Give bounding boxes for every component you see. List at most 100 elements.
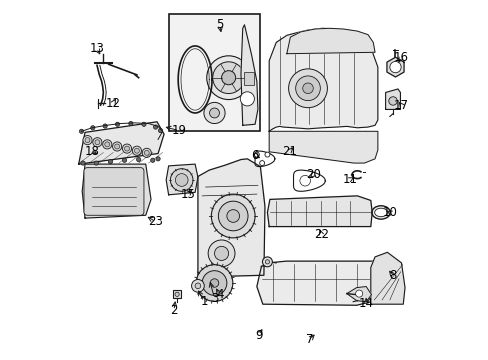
Circle shape	[170, 169, 193, 191]
Circle shape	[144, 150, 149, 155]
Text: 9: 9	[254, 329, 262, 342]
Circle shape	[226, 210, 239, 222]
Circle shape	[218, 201, 247, 231]
Circle shape	[112, 142, 122, 151]
Circle shape	[264, 152, 269, 157]
Circle shape	[93, 138, 102, 147]
Circle shape	[355, 290, 362, 297]
Polygon shape	[256, 261, 383, 305]
Circle shape	[214, 246, 228, 260]
Circle shape	[389, 62, 400, 73]
Circle shape	[209, 108, 219, 118]
Text: 20: 20	[305, 168, 320, 181]
Polygon shape	[385, 89, 400, 109]
Bar	[173, 291, 181, 298]
Polygon shape	[346, 287, 371, 302]
Text: 7: 7	[305, 333, 313, 346]
Circle shape	[150, 158, 155, 162]
Text: 5: 5	[216, 18, 223, 31]
Circle shape	[115, 122, 120, 126]
Text: 3: 3	[210, 292, 218, 305]
Circle shape	[81, 161, 85, 165]
Circle shape	[262, 257, 272, 267]
Text: 21: 21	[282, 145, 297, 158]
Text: 22: 22	[313, 228, 328, 241]
Text: 1: 1	[200, 295, 207, 308]
Circle shape	[122, 144, 131, 153]
Text: 19: 19	[171, 124, 186, 137]
Text: 10: 10	[382, 206, 396, 219]
Circle shape	[195, 283, 201, 289]
Polygon shape	[82, 164, 151, 218]
Circle shape	[102, 140, 112, 149]
Polygon shape	[79, 122, 164, 164]
Circle shape	[210, 279, 218, 287]
Circle shape	[254, 152, 259, 157]
Polygon shape	[286, 28, 374, 54]
Circle shape	[299, 175, 310, 186]
Circle shape	[191, 279, 204, 292]
Circle shape	[134, 148, 139, 153]
Polygon shape	[386, 57, 403, 77]
Circle shape	[175, 174, 188, 186]
Circle shape	[85, 138, 90, 143]
Text: 18: 18	[84, 145, 100, 158]
Polygon shape	[166, 164, 198, 195]
Circle shape	[208, 240, 235, 267]
Ellipse shape	[371, 206, 389, 219]
Bar	[244, 72, 253, 85]
Text: 6: 6	[251, 149, 258, 162]
Circle shape	[388, 97, 396, 105]
Text: 11: 11	[342, 173, 357, 186]
Circle shape	[90, 126, 95, 130]
Polygon shape	[241, 25, 257, 125]
Text: 4: 4	[216, 288, 223, 301]
Circle shape	[158, 129, 163, 133]
Circle shape	[156, 157, 160, 161]
Bar	[168, 14, 260, 131]
FancyBboxPatch shape	[84, 168, 143, 215]
Text: 14: 14	[358, 297, 373, 310]
Text: 13: 13	[89, 42, 104, 55]
Circle shape	[128, 121, 133, 126]
Circle shape	[288, 69, 327, 108]
Circle shape	[103, 124, 107, 128]
Circle shape	[206, 56, 250, 100]
Circle shape	[212, 62, 244, 94]
Text: 12: 12	[105, 96, 121, 109]
Circle shape	[79, 129, 83, 134]
Polygon shape	[267, 196, 371, 226]
Circle shape	[142, 122, 146, 126]
Polygon shape	[269, 28, 377, 131]
Circle shape	[95, 140, 100, 145]
Circle shape	[124, 146, 129, 151]
Circle shape	[265, 260, 269, 264]
Circle shape	[295, 76, 320, 100]
Circle shape	[211, 194, 255, 238]
Circle shape	[175, 292, 179, 296]
Circle shape	[83, 136, 92, 145]
Circle shape	[259, 161, 264, 166]
Polygon shape	[198, 159, 264, 277]
Circle shape	[142, 148, 151, 157]
Circle shape	[104, 142, 109, 147]
Circle shape	[108, 159, 112, 164]
Circle shape	[94, 161, 98, 165]
Ellipse shape	[374, 208, 386, 217]
Circle shape	[114, 144, 120, 149]
Circle shape	[240, 92, 254, 106]
Circle shape	[202, 271, 226, 295]
Text: 15: 15	[180, 188, 195, 201]
Circle shape	[153, 125, 158, 129]
Circle shape	[203, 102, 224, 123]
Circle shape	[196, 265, 232, 301]
Text: 8: 8	[388, 269, 396, 282]
Circle shape	[132, 146, 141, 155]
Polygon shape	[269, 131, 377, 163]
Polygon shape	[370, 252, 404, 304]
Text: 23: 23	[148, 215, 163, 228]
Circle shape	[221, 71, 235, 85]
Text: 17: 17	[393, 99, 408, 112]
Circle shape	[122, 158, 126, 162]
Circle shape	[302, 83, 313, 94]
